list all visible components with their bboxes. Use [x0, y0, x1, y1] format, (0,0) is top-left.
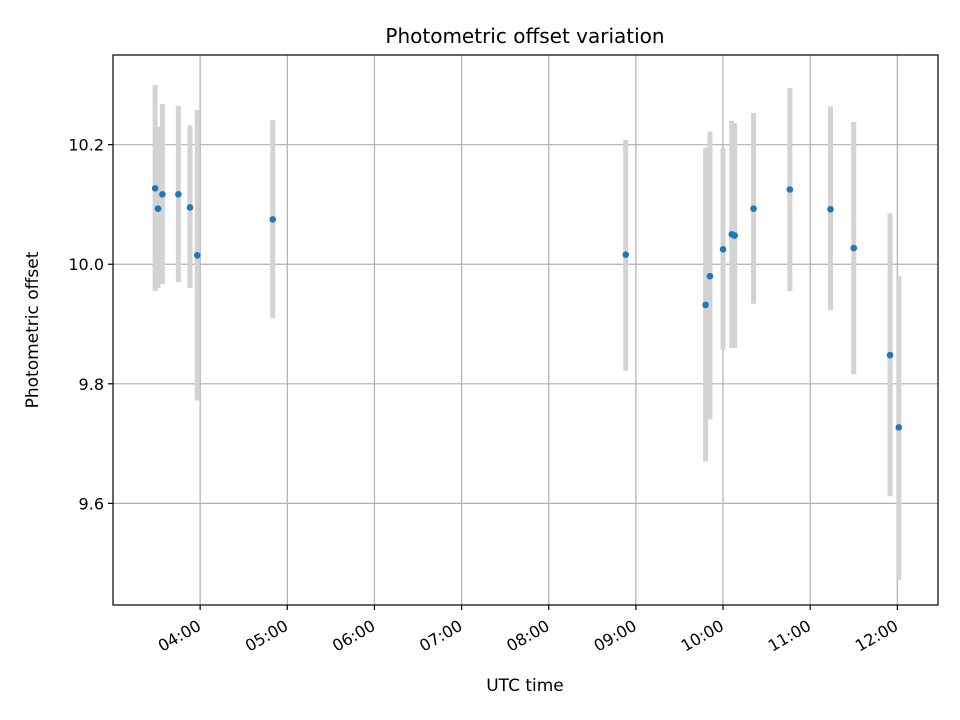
data-point — [175, 190, 182, 198]
data-point — [850, 244, 858, 252]
y-tick-label: 10.2 — [68, 136, 104, 155]
data-point — [786, 186, 794, 193]
chart-title: Photometric offset variation — [385, 24, 664, 48]
data-point — [702, 301, 709, 309]
data-point — [706, 272, 714, 280]
data-point — [827, 205, 834, 213]
data-point — [886, 351, 894, 359]
data-point — [750, 205, 757, 212]
data-point — [895, 424, 903, 431]
data-point — [186, 204, 194, 211]
y-axis-label: Photometric offset — [23, 251, 43, 408]
plot-frame — [112, 54, 939, 606]
data-point — [269, 216, 277, 223]
y-axis: 9.6 9.8 10.0 10.2 — [68, 136, 113, 513]
x-axis-label: UTC time — [486, 676, 564, 696]
y-tick-label: 9.8 — [79, 375, 104, 394]
data-point — [193, 251, 201, 259]
data-points — [151, 185, 903, 431]
data-point — [622, 251, 630, 258]
y-tick-label: 10.0 — [68, 255, 104, 274]
data-point — [719, 245, 727, 253]
grid — [113, 55, 938, 605]
data-point — [159, 190, 166, 198]
data-point — [154, 205, 162, 212]
data-point — [731, 232, 738, 239]
y-tick-label: 9.6 — [79, 494, 104, 513]
data-point — [151, 185, 159, 192]
